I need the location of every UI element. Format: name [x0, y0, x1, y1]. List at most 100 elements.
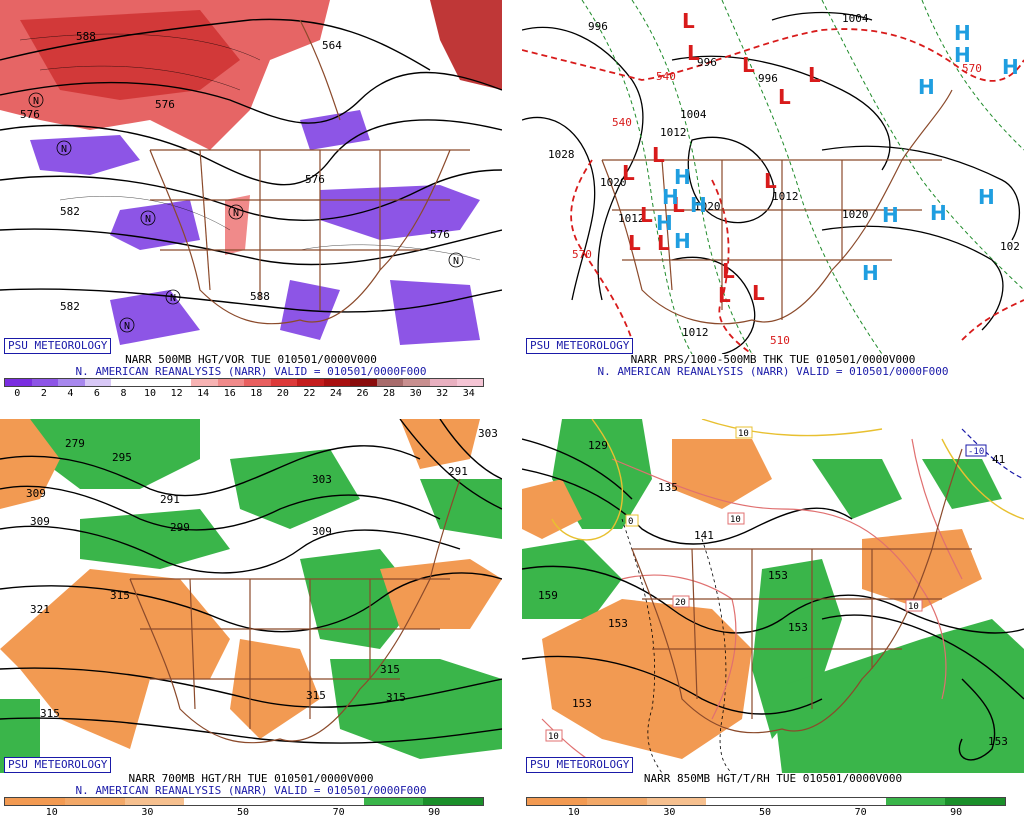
rh-dry-1: [0, 569, 230, 749]
colorbar-labels: 10 30 50 70 90: [526, 807, 1004, 819]
colorbar-label: 4: [67, 388, 74, 399]
panel-700mb-rh: 279 295 309 309 291 299 303 309 291 321 …: [0, 419, 502, 819]
isobar-label: 996: [588, 20, 608, 33]
contour-label: 129: [588, 439, 608, 452]
colorbar-labels: 0 2 4 6 8 10 12 14 16 18 20 22 24 26 28 30 32 34: [4, 388, 482, 400]
boundaries: [129, 478, 461, 744]
vort-min-1: [30, 135, 140, 175]
colorbar-swatch: [124, 798, 185, 805]
panel-title: NARR PRS/1000-500MB THK TUE 010501/0000V…: [630, 353, 916, 366]
colorbar-rh: [4, 797, 484, 806]
low-symbol: L: [640, 203, 653, 227]
thickness-label: 540: [656, 70, 676, 83]
vort-max-small: [225, 195, 250, 255]
colorbar-rh: [526, 797, 1006, 806]
vort-min-symbol: N: [228, 204, 244, 220]
svg-text:10: 10: [548, 732, 559, 742]
contour-label: 153: [572, 697, 592, 710]
colorbar-vorticity: [4, 378, 484, 387]
colorbar-swatch: [297, 379, 324, 386]
vort-min-2: [110, 200, 200, 250]
isobar-label: 1012: [618, 212, 645, 225]
temp-label-box: 0: [625, 514, 639, 527]
contour-label: 315: [306, 689, 326, 702]
svg-text:-10: -10: [968, 447, 984, 457]
contour-label: 295: [112, 451, 132, 464]
psu-meteorology-badge: PSU METEOROLOGY: [4, 338, 112, 354]
colorbar-label: 90: [950, 807, 963, 818]
boundaries: [631, 448, 972, 734]
contour-label: 153: [608, 617, 628, 630]
temp-label-box: 10: [735, 426, 753, 439]
colorbar-swatch: [137, 379, 165, 386]
svg-text:20: 20: [675, 598, 686, 608]
temp-contours-dashed: [621, 518, 733, 773]
isobars: [522, 11, 1021, 354]
boundaries: [149, 19, 470, 325]
low-pressure-symbols: L L L L L L L L L L L L L L L: [622, 9, 821, 307]
contour-label: 309: [26, 487, 46, 500]
temp-label-box: 20: [672, 595, 690, 608]
colorbar-labels: 10 30 50 70 90: [4, 807, 482, 819]
temp-contour-negative: [961, 428, 1024, 480]
contour-label: 321: [30, 603, 50, 616]
contour-label: 41: [992, 453, 1005, 466]
high-symbol: H: [662, 185, 679, 209]
panel-subtitle: N. AMERICAN REANALYSIS (NARR) VALID = 01…: [75, 784, 427, 797]
colorbar-swatch: [423, 798, 483, 805]
temp-contour-zero: [551, 419, 1024, 541]
thickness-540: [522, 28, 1024, 354]
colorbar-swatch: [303, 798, 364, 805]
high-symbol: H: [978, 185, 995, 209]
panel-subtitle: N. AMERICAN REANALYSIS (NARR) VALID = 01…: [75, 365, 427, 378]
contour-label: 291: [160, 493, 180, 506]
vort-min-symbol: N: [165, 289, 181, 305]
colorbar-label: 6: [93, 388, 100, 399]
colorbar-label: 50: [236, 807, 250, 818]
svg-text:10: 10: [738, 429, 749, 439]
colorbar-swatch: [217, 379, 245, 386]
contour-label: 153: [768, 569, 788, 582]
thickness-label: 540: [612, 116, 632, 129]
high-symbol: H: [674, 165, 691, 189]
vort-min-4: [280, 280, 340, 340]
low-symbol: L: [752, 281, 765, 305]
rh-moist-2: [522, 539, 622, 619]
temp-label-box: 10: [905, 599, 923, 612]
colorbar-label: 0: [14, 388, 21, 399]
isobar-label: 1020: [694, 200, 721, 213]
colorbar-swatch: [5, 379, 32, 386]
colorbar-label: 12: [170, 388, 183, 399]
low-symbol: L: [742, 53, 755, 77]
contour-label: 582: [60, 205, 80, 218]
colorbar-label: 90: [428, 807, 441, 818]
rh-moist-4: [772, 619, 1024, 773]
colorbar-swatch: [84, 379, 112, 386]
thickness-contours: [581, 0, 1024, 354]
high-symbol: H: [882, 203, 899, 227]
rh-dry-3: [380, 559, 502, 629]
panel-850mb-temp-rh: 129 135 141 159 153 153 153 153 153 41 0…: [522, 419, 1024, 819]
colorbar-label: 30: [141, 807, 154, 818]
rh-moist-3: [230, 449, 360, 529]
colorbar-swatch: [885, 798, 946, 805]
svg-text:10: 10: [730, 515, 741, 525]
high-symbol: H: [918, 75, 935, 99]
low-symbol: L: [622, 161, 635, 185]
low-symbol: L: [628, 231, 641, 255]
low-symbol: L: [672, 193, 685, 217]
contour-label: 291: [448, 465, 468, 478]
rh-dry-2: [230, 639, 320, 739]
contour-label: 576: [20, 108, 40, 121]
colorbar-label: 30: [409, 388, 422, 399]
vort-min-5: [110, 290, 200, 345]
contour-label: 309: [312, 525, 332, 538]
rh-dry-2: [672, 439, 772, 509]
colorbar-label: 30: [663, 807, 676, 818]
vort-min-3: [320, 185, 480, 240]
colorbar-label: 18: [250, 388, 263, 399]
low-symbol: L: [682, 9, 695, 33]
colorbar-swatch: [456, 379, 484, 386]
contour-label: 588: [250, 290, 270, 303]
isobar-label: 1012: [660, 126, 687, 139]
